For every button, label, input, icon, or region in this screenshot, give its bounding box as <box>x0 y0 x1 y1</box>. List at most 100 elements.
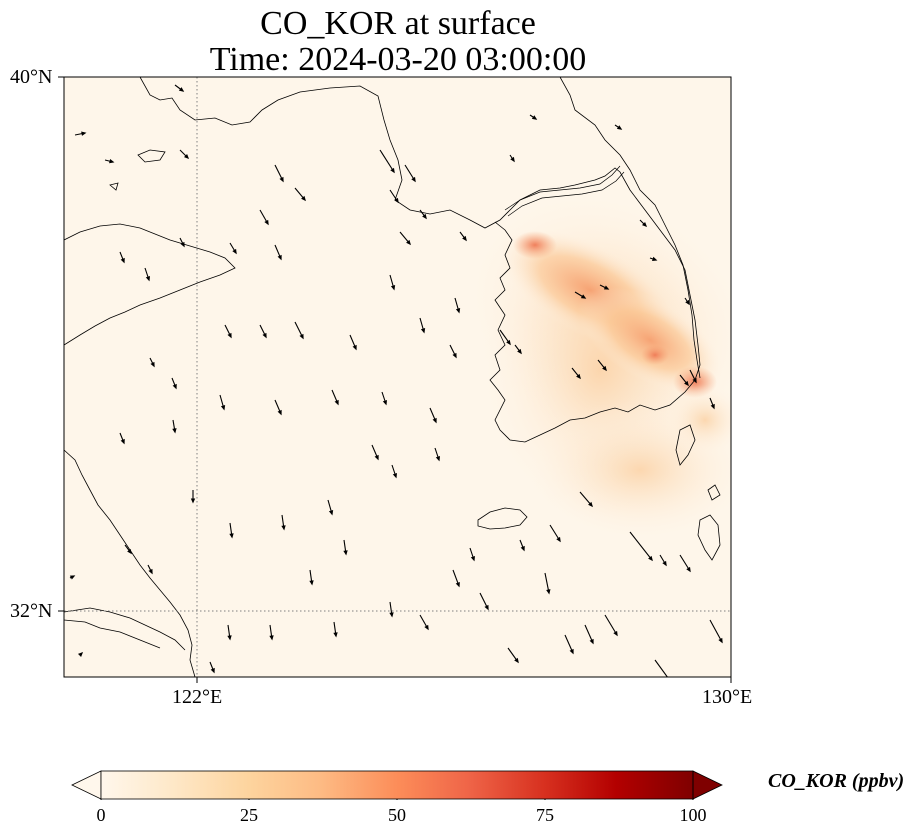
wind-arrow-head <box>262 332 267 339</box>
colorbar-extend-low <box>71 770 102 800</box>
wind-arrow-head <box>589 638 594 645</box>
wind-arrow-head <box>667 678 672 683</box>
wind-arrow-head <box>148 568 153 575</box>
wind-arrow-head <box>602 365 607 372</box>
colorbar-gradient <box>101 771 693 799</box>
wind-arrow-head <box>455 581 460 588</box>
wind-arrow-head <box>546 589 551 595</box>
wind-arrow-head <box>531 115 538 120</box>
lon-label-130e: 130°E <box>702 686 753 708</box>
wind-arrow-head <box>648 555 653 562</box>
colorbar-label: CO_KOR (ppbv) <box>768 770 905 792</box>
wind-arrow-head <box>120 438 125 445</box>
wind-arrow-head <box>180 241 185 248</box>
wind-vectors <box>69 84 723 683</box>
wind-arrow-head <box>172 428 177 434</box>
wind-arrow-head <box>692 377 697 384</box>
wind-arrow-head <box>432 417 437 424</box>
wind-arrow-head <box>686 566 691 573</box>
map-frame <box>63 76 732 678</box>
wind-arrow-head <box>411 176 416 183</box>
wind-arrow-head <box>264 219 269 226</box>
wind-arrow-head <box>406 239 411 246</box>
colorbar-tick-50: 50 <box>388 805 406 825</box>
wind-arrow-head <box>422 213 427 220</box>
wind-arrow <box>379 149 395 173</box>
wind-arrow-head <box>389 612 394 618</box>
wind-arrow-head <box>435 455 440 462</box>
wind-arrow-head <box>150 361 155 368</box>
wind-arrow <box>629 531 653 561</box>
wind-arrow-head <box>109 159 115 164</box>
wind-arrow-head <box>309 580 314 586</box>
wind-arrow-head <box>227 332 232 339</box>
wind-arrow-head <box>178 87 185 92</box>
wind-arrow-head <box>227 635 232 641</box>
wind-arrow <box>604 614 618 636</box>
wind-arrow-head <box>183 153 190 160</box>
wind-arrow-head <box>424 624 429 631</box>
colorbar-tick-25: 25 <box>240 805 258 825</box>
wind-arrow-head <box>613 630 618 637</box>
wind-arrow-head <box>510 156 515 163</box>
wind-arrow-head <box>470 555 475 562</box>
wind-arrow-head <box>269 635 274 641</box>
wind-arrow-head <box>420 328 426 334</box>
lat-label-40n: 40°N <box>10 66 53 88</box>
wind-arrow-head <box>710 403 715 410</box>
wind-arrow-head <box>392 472 397 479</box>
wind-arrow-head <box>343 550 348 556</box>
wind-arrow-head <box>580 294 587 299</box>
wind-arrow-head <box>390 167 395 174</box>
wind-arrow-head <box>390 285 396 291</box>
wind-arrow-head <box>352 344 357 351</box>
wind-arrow-head <box>279 176 284 183</box>
wind-arrow-head <box>190 498 196 504</box>
wind-arrow-head <box>69 575 76 580</box>
wind-arrow-head <box>718 637 723 644</box>
wind-arrow-head <box>603 285 610 290</box>
lon-label-122e: 122°E <box>172 686 223 708</box>
colorbar-tick-75: 75 <box>536 805 554 825</box>
wind-arrow-head <box>374 454 379 461</box>
wind-arrow-head <box>281 525 286 531</box>
wind-arrow-head <box>520 545 525 552</box>
wind-arrow-head <box>127 548 132 555</box>
wind-arrow-head <box>334 399 339 406</box>
wind-arrow-head <box>277 409 282 416</box>
wind-arrow-head <box>556 536 561 543</box>
wind-arrow-head <box>576 373 581 380</box>
wind-arrow-head <box>382 399 387 406</box>
wind-arrow-head <box>588 501 593 508</box>
lat-label-32n: 32°N <box>10 600 53 622</box>
wind-arrow-head <box>172 383 177 390</box>
wind-arrow-head <box>506 339 511 346</box>
wind-arrow-head <box>616 125 623 130</box>
co-concentration-field <box>466 191 731 540</box>
wind-arrow-head <box>462 235 467 242</box>
axis-ticks <box>58 76 732 683</box>
map-subtitle-time: Time: 2024-03-20 03:00:00 <box>209 41 587 78</box>
colorbar <box>71 770 723 800</box>
wind-arrow-head <box>569 648 574 655</box>
wind-arrow-head <box>120 257 125 264</box>
wind-arrow-head <box>299 333 304 340</box>
wind-arrow-head <box>685 299 690 306</box>
wind-arrow-head <box>514 657 519 664</box>
wind-arrow-head <box>455 308 461 314</box>
map-plot <box>58 76 732 683</box>
wind-arrow-head <box>210 667 215 674</box>
wind-arrow-head <box>517 348 522 355</box>
wind-arrow-head <box>328 510 334 516</box>
wind-arrow-head <box>81 131 87 136</box>
wind-arrow-head <box>277 254 282 261</box>
wind-arrow-head <box>394 197 399 204</box>
colorbar-extend-high <box>692 770 723 800</box>
coastlines <box>64 77 721 677</box>
wind-arrow <box>654 659 669 677</box>
wind-arrow-head <box>77 651 84 658</box>
map-title: CO_KOR at surface <box>260 5 536 42</box>
wind-arrow-head <box>220 405 226 411</box>
wind-arrow-head <box>229 533 234 539</box>
wind-arrow-head <box>301 195 306 202</box>
